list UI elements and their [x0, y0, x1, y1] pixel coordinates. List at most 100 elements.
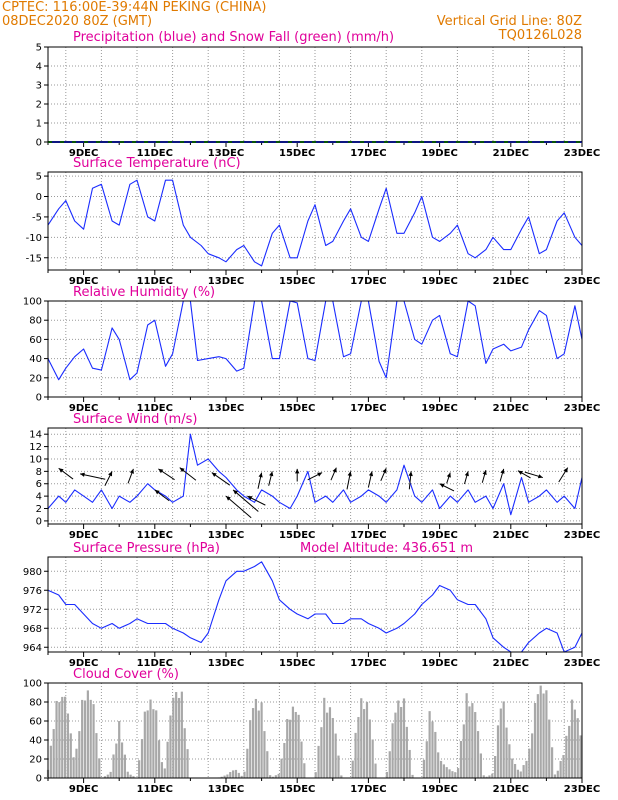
cloud-bar: [499, 708, 502, 778]
cloud-bar: [229, 772, 232, 778]
cloud-bar: [123, 754, 126, 778]
cloud-bar: [565, 735, 568, 778]
temp-xtick-label: 21DEC: [493, 276, 529, 287]
precip-xtick-label: 23DEC: [564, 148, 600, 159]
rh-title: Relative Humidity (%): [73, 285, 215, 300]
precip-xtick-label: 13DEC: [208, 148, 244, 159]
cloud-ytick-label: 100: [23, 679, 42, 690]
cloud-bar: [528, 748, 531, 778]
wind-arrow-head: [332, 467, 337, 473]
temp-frame: [47, 171, 583, 271]
precip-xtick-label: 15DEC: [279, 148, 315, 159]
cloud-bar: [157, 740, 161, 778]
cloud-bar: [166, 741, 169, 778]
wind-arrow-head: [129, 468, 134, 474]
temp-xtick-label: 11DEC: [137, 276, 173, 287]
cloud-bar: [140, 739, 144, 778]
cloud-bar: [522, 765, 525, 778]
cloud-bar: [553, 774, 557, 778]
precip-xtick-label: 21DEC: [493, 148, 529, 159]
temp-xtick-label: 19DEC: [421, 276, 457, 287]
wind-arrow: [232, 489, 259, 512]
pressure-xtick-label: 15DEC: [279, 658, 315, 669]
cloud-bar: [573, 709, 576, 778]
cloud-bar: [531, 733, 534, 778]
wind-xtick-label: 21DEC: [493, 530, 529, 541]
rh-line: [47, 300, 583, 381]
temp-xtick-label: 13DEC: [208, 276, 244, 287]
cloud-bar: [180, 691, 183, 778]
cloud-bar: [120, 742, 124, 778]
wind-arrow-head: [179, 467, 185, 473]
temp-xtick-label: 15DEC: [279, 276, 315, 287]
cloud-bar: [286, 718, 289, 778]
wind-ytick-label: 10: [29, 454, 42, 465]
pressure-ytick-label: 972: [23, 605, 42, 616]
pressure-xtick-label: 19DEC: [421, 658, 457, 669]
cloud-bar: [505, 727, 508, 778]
cloud-bar: [172, 697, 175, 778]
cloud-bar: [55, 700, 58, 778]
cloud-bar: [149, 699, 152, 778]
cloud-bar: [340, 775, 343, 778]
cloud-bar: [434, 731, 437, 778]
cloud-bar: [237, 772, 240, 778]
precip-xtick-label: 17DEC: [350, 148, 386, 159]
cloud-frame: [47, 682, 583, 779]
precip-xtick-label: 11DEC: [137, 148, 173, 159]
wind-xtick-label: 9DEC: [69, 530, 98, 541]
cloud-bar: [98, 758, 101, 778]
wind-arrow-head: [446, 472, 451, 478]
wind-arrow-head: [537, 474, 543, 479]
cloud-bar: [115, 743, 118, 778]
rh-xtick-label: 9DEC: [69, 403, 98, 414]
cloud-bar: [579, 735, 582, 778]
wind-frame: [47, 427, 583, 525]
cloud-bar: [260, 702, 263, 778]
wind-arrow-head: [500, 468, 505, 474]
rh-xtick-label: 17DEC: [350, 403, 386, 414]
wind-arrow-head: [408, 471, 413, 477]
cloud-ytick-label: 40: [29, 736, 42, 747]
cloud-bar: [314, 772, 317, 778]
cloud-bar: [266, 751, 269, 778]
cloud-bar: [320, 727, 323, 778]
cloud-bar: [78, 731, 81, 778]
wind-arrow-head: [368, 471, 374, 477]
rh-frame: [47, 300, 583, 398]
rh-xtick-label: 15DEC: [279, 403, 315, 414]
cloud-bar: [277, 773, 280, 778]
cloud-bar: [126, 771, 129, 778]
cloud-bar: [220, 776, 223, 778]
cloud-bar: [562, 755, 565, 778]
cloud-bar: [457, 768, 460, 778]
wind-arrow-head: [439, 483, 445, 488]
cloud-bar: [177, 697, 181, 778]
cloud-bar: [576, 718, 579, 778]
cloud-bar: [459, 740, 463, 778]
cloud-bar: [326, 712, 329, 778]
cloud-bar: [368, 719, 371, 778]
rh-xtick-label: 13DEC: [208, 403, 244, 414]
cloud-bar: [75, 748, 78, 778]
cloud-bar: [271, 776, 275, 778]
pressure-xtick-label: 11DEC: [137, 658, 173, 669]
rh-xtick-label: 21DEC: [493, 403, 529, 414]
cloud-bar: [232, 770, 235, 778]
cloud-bar: [223, 775, 226, 778]
cloud-bar: [542, 693, 545, 778]
wind-line: [47, 433, 583, 516]
cloud-bar: [548, 719, 551, 778]
cloud-bar: [448, 769, 451, 778]
cloud-bar: [337, 755, 340, 778]
pressure-ytick-label: 964: [23, 643, 42, 654]
cloud-bar: [357, 717, 360, 778]
header-run-date: 08DEC2020 80Z (GMT): [2, 14, 152, 29]
wind-arrow-head: [211, 472, 217, 477]
wind-arrow-head: [226, 496, 231, 501]
cloud-bar: [519, 771, 522, 778]
cloud-bar: [243, 771, 246, 778]
header-model-code: TQ0126L028: [498, 28, 582, 43]
wind-arrow-head: [517, 470, 523, 475]
